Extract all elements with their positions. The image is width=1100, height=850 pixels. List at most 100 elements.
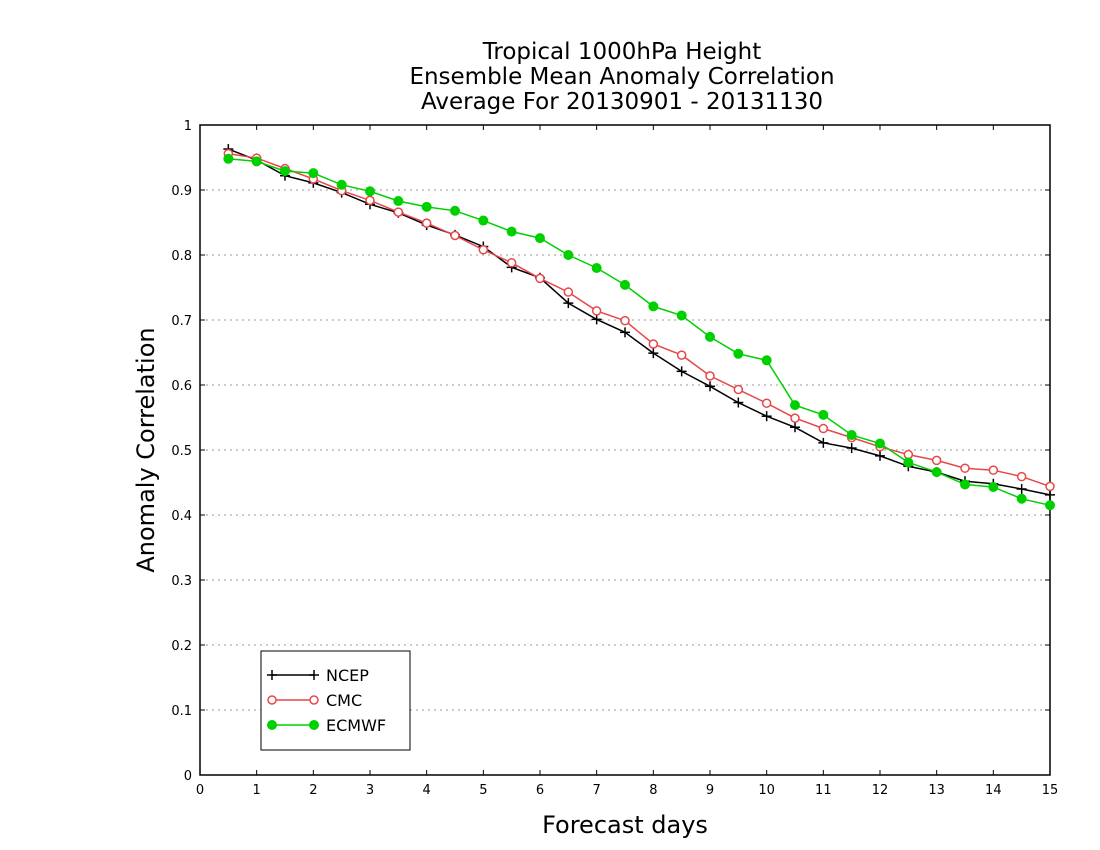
data-point-ecmwf — [676, 310, 687, 321]
series-ecmwf — [223, 153, 1055, 511]
legend-label-ncep: NCEP — [326, 666, 369, 685]
data-point-ncep — [563, 298, 574, 309]
data-point-cmc — [705, 371, 715, 381]
data-point-ecmwf — [563, 250, 574, 260]
y-tick-label: 0.8 — [171, 249, 192, 264]
y-axis-label: Anomaly Correlation — [132, 327, 160, 572]
data-point-ecmwf — [535, 233, 545, 244]
data-point-ncep — [846, 443, 857, 454]
data-point-ecmwf — [336, 179, 347, 190]
data-point-cmc — [1016, 471, 1027, 482]
data-point-ecmwf — [620, 279, 630, 290]
data-point-ncep — [676, 366, 687, 377]
legend-item-ecmwf: ECMWF — [267, 716, 386, 735]
x-tick-label: 15 — [1042, 783, 1059, 798]
data-point-ecmwf — [818, 409, 829, 420]
data-point-cmc — [988, 465, 999, 475]
data-point-ncep — [761, 411, 772, 422]
data-point-ncep — [733, 397, 744, 408]
legend-marker-cmc — [267, 695, 277, 705]
data-point-ecmwf — [988, 482, 999, 493]
y-tick-label: 0.3 — [171, 574, 192, 589]
legend-label-ecmwf: ECMWF — [326, 716, 386, 735]
legend-marker-ecmwf — [309, 720, 319, 730]
data-point-ecmwf — [903, 457, 914, 468]
data-point-cmc — [365, 195, 375, 206]
legend-item-ncep: NCEP — [267, 666, 369, 685]
x-tick-label: 3 — [366, 783, 374, 798]
data-point-ncep — [790, 422, 800, 433]
data-point-ncep — [591, 314, 602, 325]
data-point-ecmwf — [846, 430, 857, 441]
data-point-cmc — [960, 463, 970, 473]
data-point-ecmwf — [223, 153, 234, 164]
data-point-cmc — [535, 273, 545, 284]
data-point-ecmwf — [478, 215, 489, 226]
data-point-cmc — [931, 455, 942, 466]
series-line-ncep — [228, 148, 1051, 496]
x-axis-label: Forecast days — [542, 811, 708, 839]
data-point-cmc — [393, 207, 404, 217]
data-point-ecmwf — [280, 166, 290, 177]
data-point-ecmwf — [931, 467, 942, 478]
series-line-cmc — [228, 152, 1051, 488]
x-tick-label: 14 — [985, 783, 1002, 798]
y-tick-label: 0.1 — [171, 704, 192, 719]
data-point-cmc — [478, 245, 489, 255]
title-line-1: Tropical 1000hPa Height — [482, 39, 762, 65]
data-point-ecmwf — [761, 355, 772, 366]
y-tick-label: 0 — [184, 769, 192, 784]
x-tick-label: 8 — [649, 783, 657, 798]
x-tick-label: 13 — [928, 783, 945, 798]
x-tick-label: 9 — [706, 783, 714, 798]
data-point-cmc — [620, 315, 630, 326]
data-point-ecmwf — [308, 168, 319, 179]
data-point-ecmwf — [705, 331, 715, 342]
legend: NCEP CMC ECMWF — [260, 650, 411, 751]
legend-marker-ncep — [267, 670, 277, 680]
data-point-ecmwf — [251, 156, 262, 167]
data-point-ecmwf — [450, 205, 460, 216]
data-point-ecmwf — [790, 400, 800, 411]
data-point-cmc — [733, 384, 744, 395]
x-tick-label: 11 — [815, 783, 832, 798]
y-tick-label: 0.9 — [171, 184, 192, 199]
grid — [200, 189, 1050, 711]
x-tick-label: 10 — [758, 783, 775, 798]
data-point-ncep — [648, 348, 659, 359]
y-tick-label: 1 — [184, 119, 192, 134]
data-point-ecmwf — [365, 186, 375, 197]
data-point-ecmwf — [393, 196, 404, 207]
data-point-cmc — [818, 423, 829, 434]
data-point-ecmwf — [960, 479, 970, 490]
series-ncep — [223, 144, 1055, 500]
axis-ticks: 0 1 2 3 4 5 6 7 8 9 10 11 12 13 14 1500.10.20.30.40.50.… — [171, 119, 1058, 798]
data-point-cmc — [506, 258, 517, 268]
legend-marker-cmc — [309, 695, 319, 705]
x-tick-label: 4 — [423, 783, 431, 798]
legend-marker-ncep — [309, 670, 319, 680]
data-point-ecmwf — [421, 201, 432, 212]
series-lines — [223, 144, 1055, 511]
data-point-cmc — [790, 413, 800, 423]
data-point-ecmwf — [1016, 493, 1027, 504]
data-point-ecmwf — [506, 226, 517, 237]
data-point-ncep — [818, 437, 829, 448]
title-line-2: Ensemble Mean Anomaly Correlation — [409, 64, 834, 90]
data-point-ecmwf — [875, 438, 885, 449]
data-point-ncep — [875, 450, 885, 461]
data-point-cmc — [676, 350, 687, 360]
data-point-cmc — [563, 287, 574, 297]
data-point-ecmwf — [1045, 500, 1055, 511]
y-tick-label: 0.7 — [171, 314, 192, 329]
data-point-cmc — [1045, 481, 1055, 492]
legend-marker-ecmwf — [267, 720, 277, 730]
data-point-cmc — [761, 398, 772, 408]
x-tick-label: 0 — [196, 783, 204, 798]
legend-label-cmc: CMC — [326, 691, 362, 710]
data-point-cmc — [648, 339, 659, 349]
y-tick-label: 0.5 — [171, 444, 192, 459]
x-tick-label: 12 — [872, 783, 889, 798]
